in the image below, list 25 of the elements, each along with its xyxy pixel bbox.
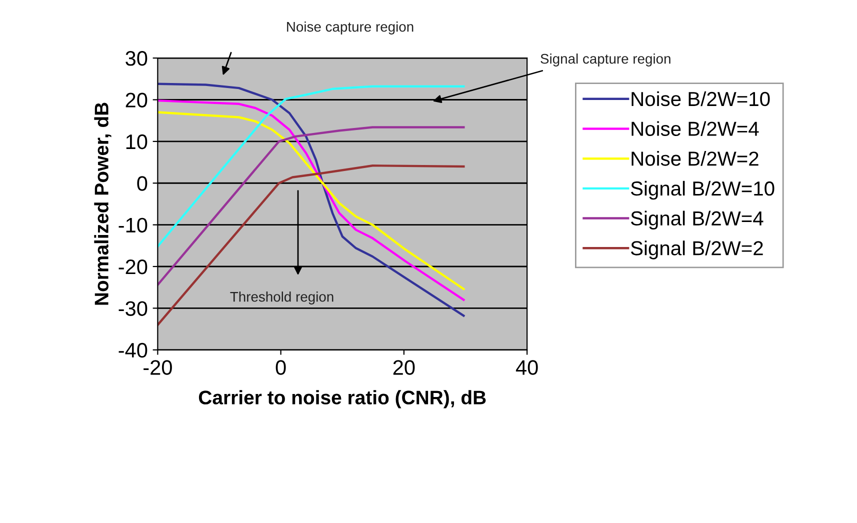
x-tick-label: 40 [516, 360, 538, 375]
line-series [158, 164, 465, 326]
y-tick-label: 20 [126, 92, 148, 108]
text: Noise capture region [287, 22, 414, 34]
y-tick-label: -40 [118, 342, 148, 358]
legend-label: Noise B/2W=2 [632, 151, 758, 166]
x-tick-label: 20 [393, 360, 415, 375]
y-tick-label: 0 [137, 176, 148, 191]
text: Signal capture region [540, 54, 670, 66]
y-tick-label: -20 [118, 260, 148, 274]
x-axis-title: Carrier to noise ratio (CNR), dB [198, 390, 486, 408]
y-tick-label: -30 [118, 301, 148, 316]
legend-label: Signal B/2W=2 [630, 240, 763, 260]
legend-label: Signal B/2W=10 [630, 180, 774, 200]
annotation: Threshold region [230, 292, 334, 304]
line-series [158, 85, 465, 248]
y-axis-title: Normalized Power, dB [94, 102, 112, 305]
x-tick-label: 0 [276, 360, 286, 375]
legend-label: Noise B/2W=10 [632, 91, 770, 106]
y-tick-label: 10 [126, 134, 148, 150]
legend-label: Signal B/2W=4 [630, 210, 764, 230]
y-tick-label: 30 [126, 51, 148, 66]
y-tick-label: -10 [118, 218, 148, 233]
x-tick-label: -20 [144, 360, 172, 375]
legend-label: Noise B/2W=4 [632, 121, 759, 136]
